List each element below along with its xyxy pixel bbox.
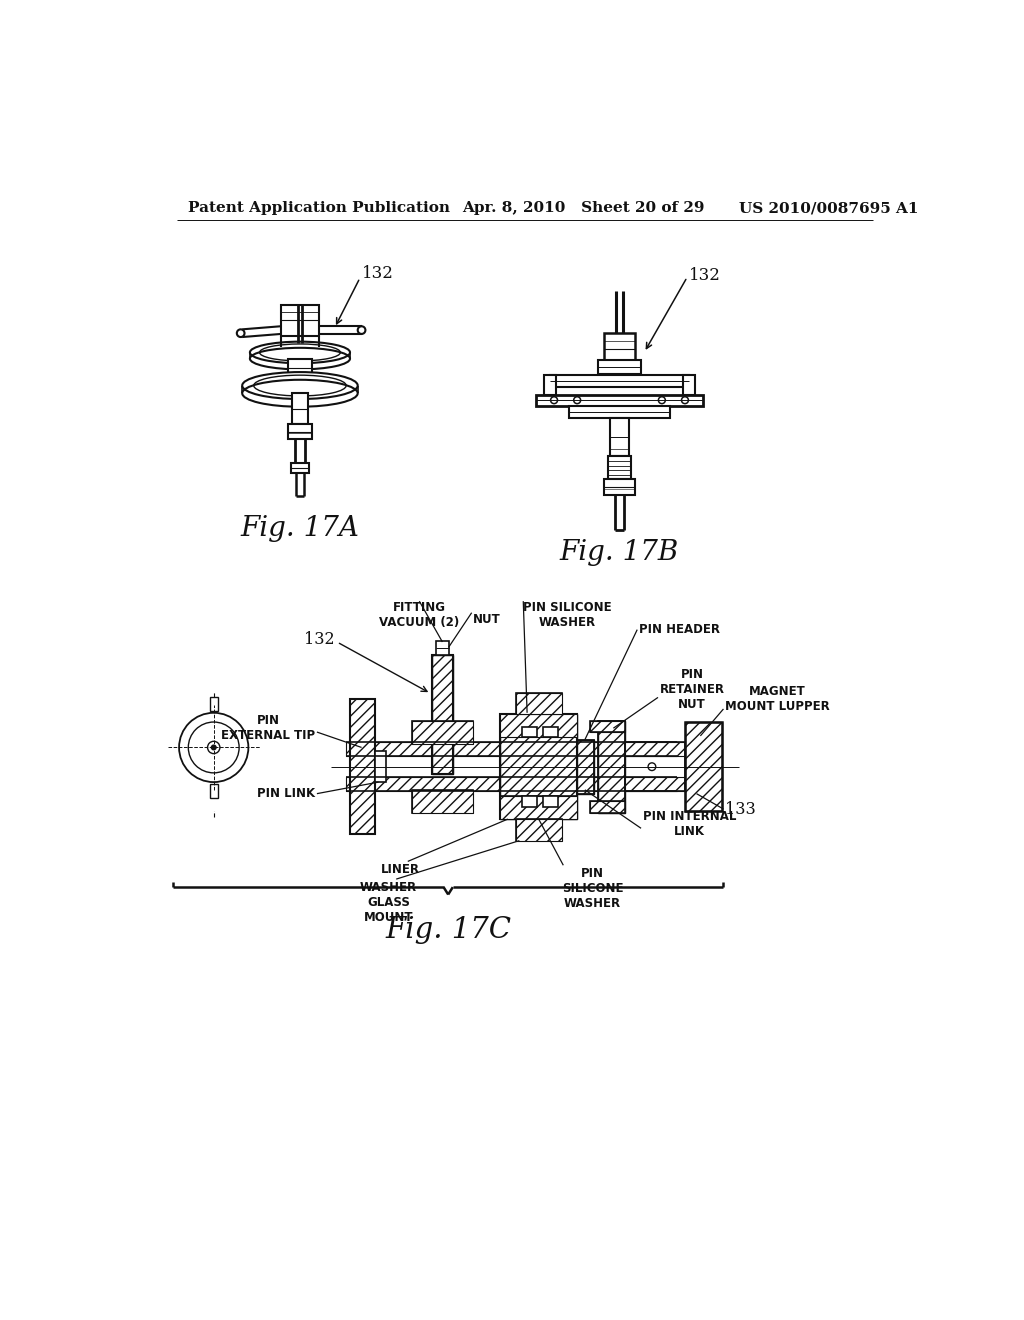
Bar — [625, 742, 685, 756]
Bar — [683, 375, 695, 395]
Bar — [346, 742, 677, 756]
Bar — [590, 721, 625, 733]
Bar — [515, 818, 562, 841]
Bar — [598, 360, 641, 374]
Bar — [569, 407, 670, 418]
Text: LINER: LINER — [381, 863, 420, 876]
Text: Patent Application Publication: Patent Application Publication — [188, 202, 451, 215]
Text: MAGNET
MOUNT LUPPER: MAGNET MOUNT LUPPER — [725, 685, 829, 713]
Text: FITTING
VACUUM (2): FITTING VACUUM (2) — [379, 601, 460, 630]
Bar — [436, 642, 449, 655]
Bar — [515, 818, 562, 841]
Text: WASHER
GLASS
MOUNT: WASHER GLASS MOUNT — [360, 880, 417, 924]
Ellipse shape — [243, 372, 357, 399]
Bar — [432, 655, 454, 775]
Text: Fig. 17B: Fig. 17B — [560, 539, 679, 566]
Bar — [500, 796, 578, 818]
Ellipse shape — [250, 342, 350, 363]
Bar — [610, 418, 629, 457]
Bar — [685, 722, 722, 812]
Bar — [412, 721, 473, 743]
Bar — [590, 801, 625, 813]
Text: 132: 132 — [361, 265, 393, 282]
Bar — [625, 742, 685, 792]
Text: PIN
EXTERNAL TIP: PIN EXTERNAL TIP — [221, 714, 315, 742]
Bar — [537, 395, 702, 407]
Bar — [291, 462, 309, 473]
Bar — [515, 693, 562, 714]
Bar — [292, 393, 307, 424]
Bar — [543, 796, 558, 807]
Bar — [500, 714, 578, 738]
Bar — [412, 789, 473, 813]
Text: PIN
RETAINER
NUT: PIN RETAINER NUT — [659, 668, 725, 711]
Bar — [598, 721, 625, 813]
Text: Apr. 8, 2010   Sheet 20 of 29: Apr. 8, 2010 Sheet 20 of 29 — [462, 202, 705, 215]
Text: Fig. 17C: Fig. 17C — [385, 916, 511, 944]
Bar — [578, 739, 594, 793]
Bar — [604, 333, 635, 360]
Text: PIN INTERNAL
LINK: PIN INTERNAL LINK — [643, 810, 736, 838]
Bar — [590, 801, 625, 813]
Bar — [578, 739, 594, 793]
Text: NUT: NUT — [473, 612, 501, 626]
Bar — [515, 693, 562, 714]
Text: PIN
SILICONE
WASHER: PIN SILICONE WASHER — [562, 867, 624, 909]
Bar — [608, 457, 631, 479]
Text: PIN SILICONE
WASHER: PIN SILICONE WASHER — [523, 601, 612, 630]
Bar — [500, 714, 578, 738]
Bar — [210, 697, 217, 711]
Bar — [598, 721, 625, 813]
Bar — [432, 655, 454, 775]
Circle shape — [211, 744, 216, 750]
Bar — [281, 305, 319, 335]
Bar — [412, 789, 473, 813]
Bar — [544, 375, 556, 395]
Bar — [521, 796, 538, 807]
Bar — [346, 777, 677, 792]
Text: PIN HEADER: PIN HEADER — [639, 623, 720, 636]
Bar — [685, 722, 722, 812]
Bar — [500, 714, 578, 818]
Bar — [289, 359, 311, 378]
Bar — [550, 375, 689, 387]
Text: 133: 133 — [725, 800, 756, 817]
Bar — [210, 784, 217, 797]
Bar — [625, 777, 685, 792]
Text: US 2010/0087695 A1: US 2010/0087695 A1 — [739, 202, 919, 215]
Bar — [590, 721, 625, 733]
Bar — [412, 721, 473, 743]
Bar — [521, 726, 538, 738]
Bar — [288, 424, 312, 440]
Text: 132: 132 — [304, 631, 335, 648]
Bar — [350, 700, 375, 834]
Bar — [375, 751, 386, 781]
Bar — [350, 700, 375, 834]
Bar — [543, 726, 558, 738]
Text: PIN LINK: PIN LINK — [257, 787, 315, 800]
Bar — [500, 796, 578, 818]
Text: 132: 132 — [689, 267, 721, 284]
Bar — [500, 714, 578, 818]
Bar — [604, 479, 635, 495]
Text: Fig. 17A: Fig. 17A — [241, 515, 359, 541]
